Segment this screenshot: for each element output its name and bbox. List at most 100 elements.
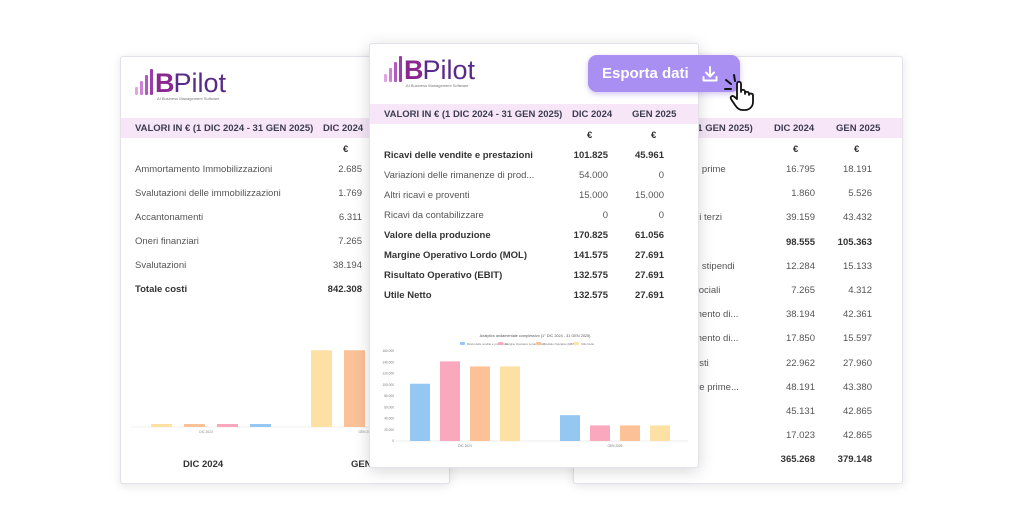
chart-bar	[590, 425, 610, 441]
table-row-label: Svalutazioni	[135, 260, 187, 271]
table-row-value-1: 22.962	[785, 357, 815, 369]
chart-bar	[217, 424, 238, 427]
table-row-value-1: 1.860	[791, 188, 815, 200]
table-row-value-2: 61.056	[634, 230, 664, 241]
table-row-value-2: 0	[658, 210, 664, 221]
right-currency-2: €	[854, 144, 860, 155]
logo-letter: B	[404, 55, 423, 85]
table-row-value-1: 15.000	[578, 190, 608, 201]
table-row-value-2: 5.526	[848, 188, 872, 200]
table-row-value-1: 39.159	[785, 212, 815, 224]
right-header-period: 31 GEN 2025)	[692, 123, 753, 134]
y-tick-label: 100.000	[382, 383, 394, 387]
y-tick-label: 40.000	[384, 417, 394, 421]
right-currency-1: €	[793, 144, 799, 155]
table-row-value-1: 7.265	[791, 285, 815, 296]
center-bar-chart: Analytics andamentale complessivo (1° DI…	[382, 334, 688, 448]
table-row-label: mento di...	[694, 333, 739, 345]
x-tick-label: DIC 2024	[458, 444, 472, 448]
left-logo: BPilot AI Business Management Software	[135, 69, 226, 101]
table-row-value-2: 27.691	[634, 290, 664, 301]
chart-bar	[470, 366, 490, 441]
y-tick-label: 140.000	[382, 360, 394, 364]
left-currency: €	[343, 144, 349, 155]
legend-label: Utile Netto	[581, 342, 595, 346]
legend-label: Risultato Operativo (EBIT)	[543, 342, 576, 346]
center-header-col1: DIC 2024	[572, 109, 613, 120]
y-tick-label: 80.000	[384, 394, 394, 398]
table-row-value-1: 17.023	[785, 430, 815, 442]
table-row-value-2: 15.597	[842, 333, 872, 345]
table-row-value-1: 101.825	[573, 150, 608, 161]
table-row-label: Totale costi	[135, 284, 188, 295]
y-tick-label: 60.000	[384, 405, 394, 409]
table-row-label: Ammortamento Immobilizzazioni	[135, 164, 273, 175]
logo-wordmark: BPilot	[155, 70, 226, 97]
logo-wordmark: BPilot	[404, 55, 475, 85]
table-row-value-2: 18.191	[842, 164, 872, 175]
left-header-period: VALORI IN € (1 DIC 2024 - 31 GEN 2025)	[135, 123, 314, 134]
table-row-value-2: 15.133	[842, 260, 872, 272]
table-row-label: sociali	[694, 285, 721, 296]
table-row-label: Ricavi delle vendite e prestazioni	[384, 150, 533, 161]
center-currency-1: €	[587, 130, 593, 141]
table-row-label: Altri ricavi e proventi	[384, 190, 470, 201]
table-row-value-1: 170.825	[573, 230, 608, 241]
center-logo: BPilot AI Business Management Software	[384, 55, 475, 88]
center-report-card: BPilot AI Business Management Software V…	[369, 43, 699, 468]
y-tick-label: 160.000	[382, 349, 394, 353]
table-row-value-1: 7.265	[338, 236, 362, 247]
center-header-col2: GEN 2025	[632, 109, 677, 120]
legend-swatch	[574, 342, 579, 345]
table-row-value-2: 42.865	[842, 430, 872, 442]
right-header-col2: GEN 2025	[836, 123, 881, 134]
chart-title: Analytics andamentale complessivo (1° DI…	[480, 334, 592, 338]
x-tick-label: GEN 2025	[359, 430, 374, 434]
table-row-label: Margine Operativo Lordo (MOL)	[384, 250, 528, 261]
table-row-label: osti	[694, 357, 709, 369]
table-row-label: Risultato Operativo (EBIT)	[384, 270, 503, 281]
table-row-value-1: 38.194	[332, 260, 362, 271]
legend-swatch	[498, 342, 503, 345]
table-row-label: Oneri finanziari	[135, 236, 199, 247]
table-row-value-1: 45.131	[785, 406, 815, 417]
table-row-value-2: 379.148	[837, 454, 872, 466]
center-header-period: VALORI IN € (1 DIC 2024 - 31 GEN 2025)	[384, 109, 563, 120]
export-data-button[interactable]: Esporta dati	[588, 55, 740, 92]
table-row-value-2: 27.691	[634, 250, 664, 261]
table-row-label: Variazioni delle rimanenze di prod...	[384, 170, 535, 181]
chart-bar	[410, 383, 430, 441]
chart-bar	[440, 361, 460, 441]
chart-bar	[311, 350, 332, 427]
table-row-value-1: 141.575	[573, 250, 608, 261]
chart-bar	[500, 366, 520, 441]
chart-bar	[151, 424, 172, 427]
left-bar-chart: DIC 2024 GEN 2025	[131, 350, 374, 434]
chart-bar	[250, 424, 271, 427]
left-footer-col2: GEN	[351, 459, 372, 470]
table-row-value-2: 43.380	[842, 381, 872, 393]
table-row-label: Valore della produzione	[384, 230, 491, 241]
table-row-value-1: 1.769	[338, 188, 362, 199]
y-tick-label: 120.000	[382, 372, 394, 376]
table-row-value-1: 842.308	[327, 284, 362, 295]
table-row-value-2: 42.865	[842, 406, 872, 417]
table-row-value-2: 105.363	[837, 236, 872, 248]
table-row-label: di terzi	[694, 212, 722, 224]
hand-pointer-icon	[724, 74, 754, 111]
table-row-value-2: 15.000	[634, 190, 664, 201]
legend-label: Ricavi delle vendite e prestazioni	[467, 342, 508, 346]
chart-bar	[184, 424, 205, 427]
x-tick-label: GEN 2025	[608, 444, 623, 448]
y-tick-label: 20.000	[384, 428, 394, 432]
table-row-label: Svalutazioni delle immobilizzazioni	[135, 188, 281, 199]
download-icon	[702, 65, 718, 81]
chart-bar	[560, 415, 580, 441]
table-row-label: mento di...	[694, 309, 739, 321]
table-row-value-1: 365.268	[780, 454, 815, 466]
table-row-label: e stipendi	[694, 260, 735, 272]
table-row-label: e prime	[694, 164, 726, 175]
table-row-value-2: 45.961	[634, 150, 664, 161]
chart-bar	[650, 425, 670, 441]
table-row-value-1: 54.000	[578, 170, 608, 181]
